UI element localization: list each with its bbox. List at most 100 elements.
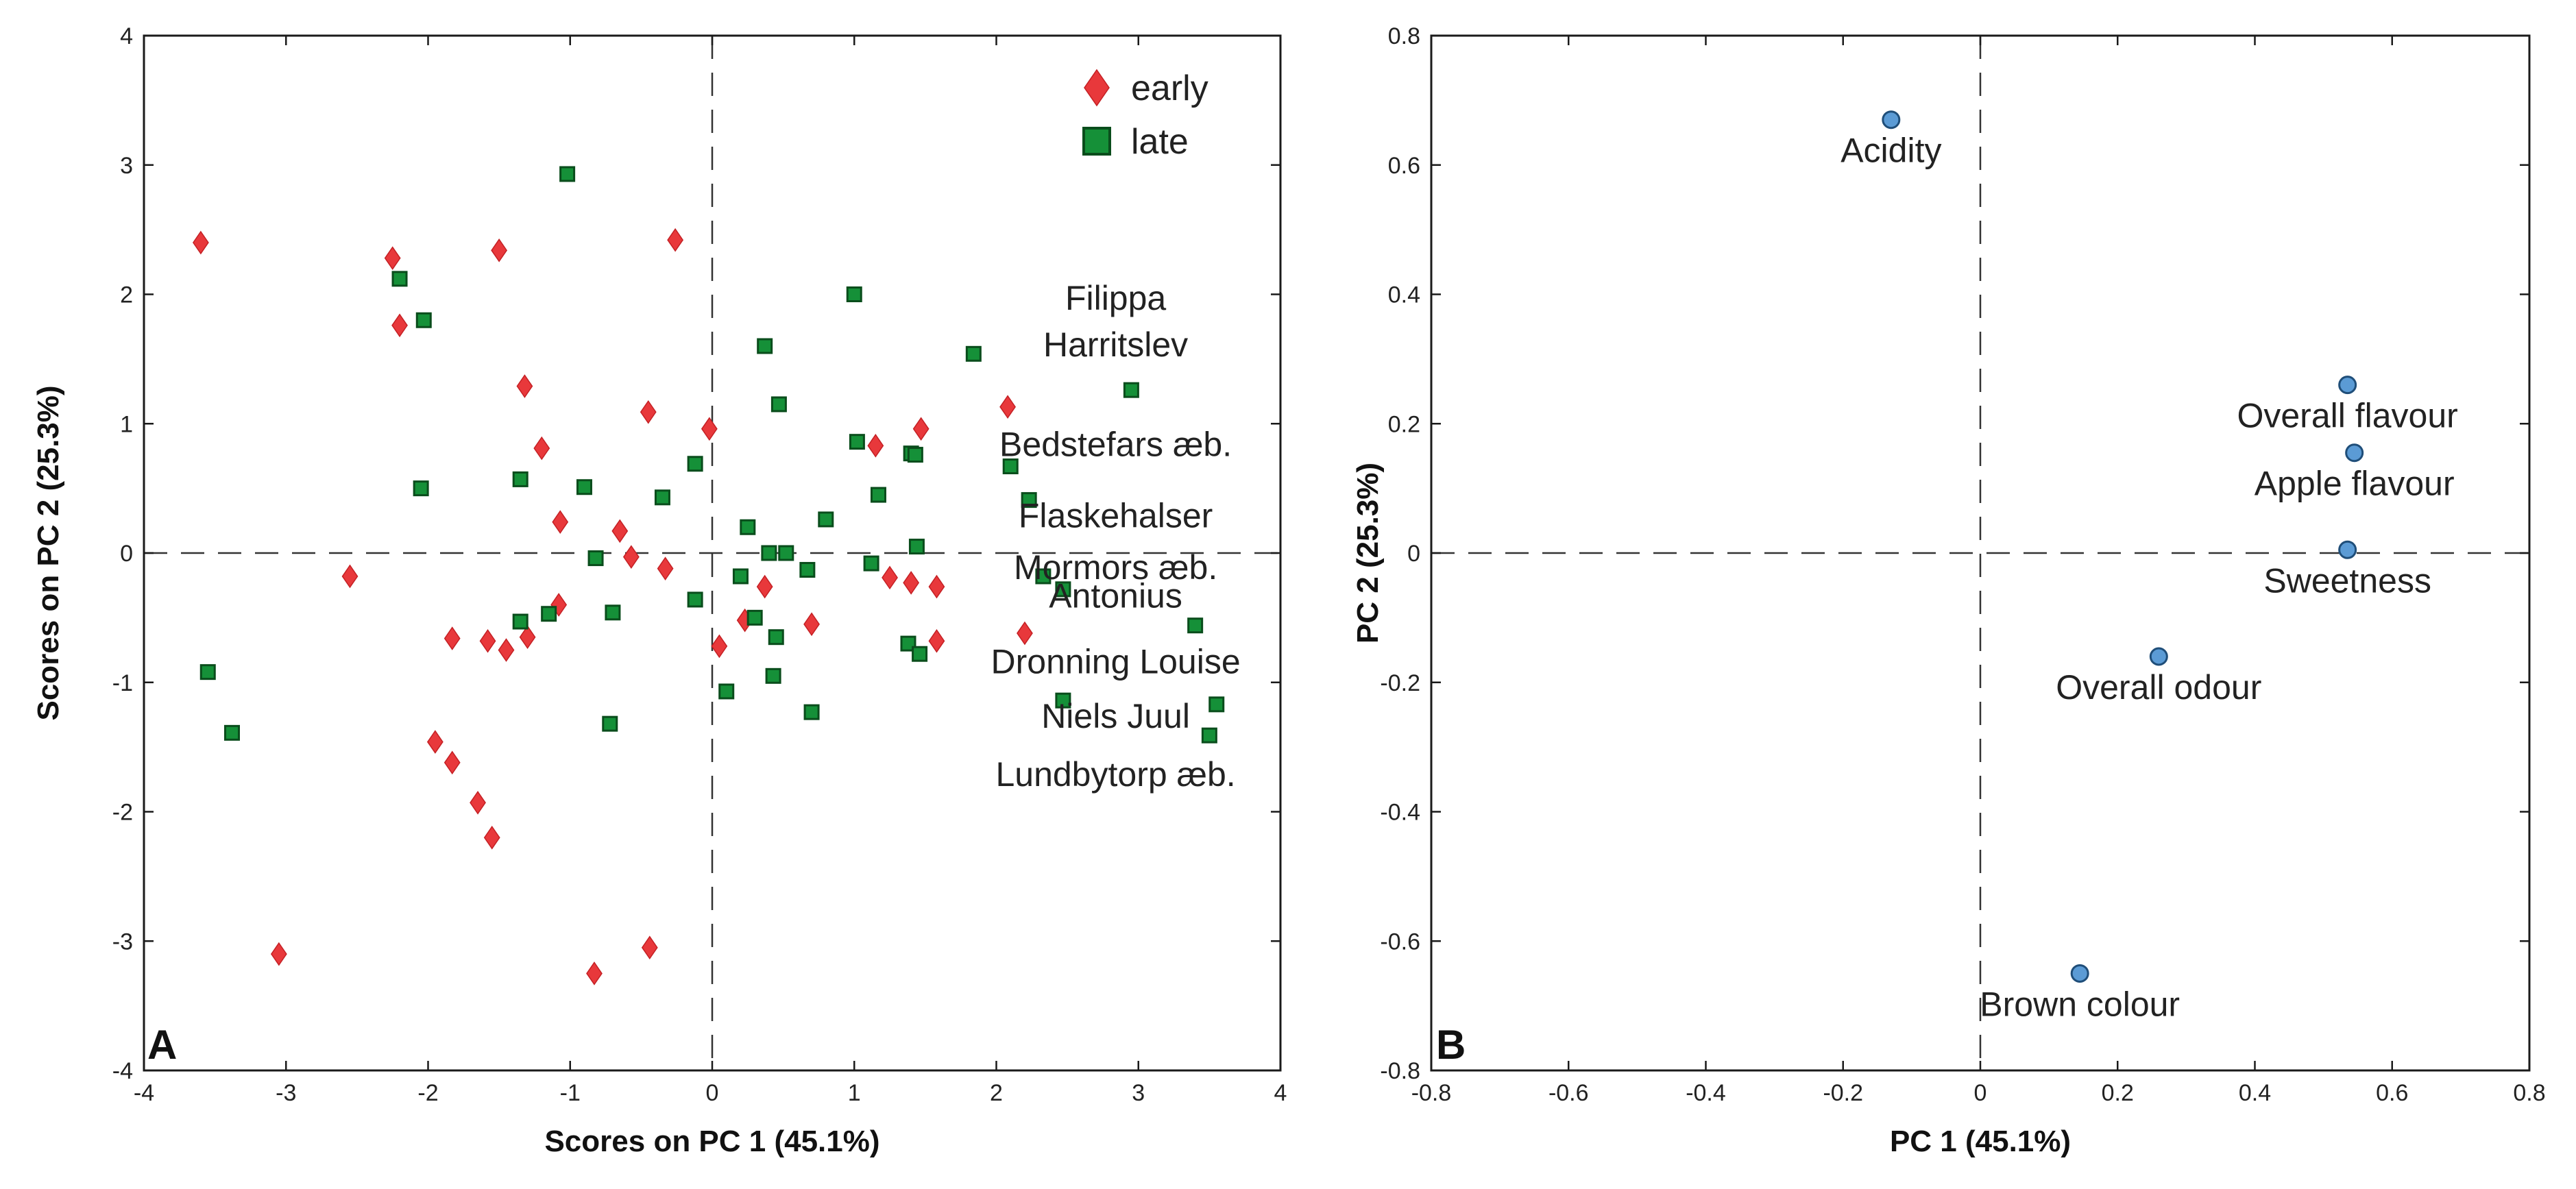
panel-a-x-tick-label: 2: [990, 1080, 1003, 1106]
data-point-late: [761, 545, 777, 561]
data-point-early: [516, 374, 533, 398]
panel-b-y-tick-label: 0.2: [1388, 411, 1420, 437]
panel-b-x-tick-label: -0.2: [1823, 1080, 1863, 1106]
data-point-late: [512, 613, 528, 630]
data-point-early: [611, 519, 629, 543]
data-point-early: [483, 825, 500, 850]
data-point-late: [415, 312, 432, 328]
panel-a-annotation: Mormors æb.: [1014, 548, 1217, 587]
data-point-late: [846, 286, 862, 302]
panel-b-letter: B: [1436, 1022, 1466, 1068]
data-point-early: [384, 246, 401, 270]
panel-b-y-tick-label: -0.4: [1380, 800, 1420, 826]
data-point-early: [803, 612, 820, 637]
panel-b-y-tick-label: 0.6: [1388, 153, 1420, 179]
data-point-late: [799, 562, 816, 578]
data-point-late: [912, 646, 928, 662]
panel-a-y-tick-label: 0: [120, 541, 133, 567]
data-point-early: [867, 434, 884, 458]
loading-label: Sweetness: [2263, 561, 2431, 600]
loading-label: Overall odour: [2056, 668, 2261, 707]
data-point-early: [491, 238, 508, 262]
loading-label: Acidity: [1840, 132, 1941, 170]
panel-b-x-tick-label: -0.6: [1548, 1080, 1589, 1106]
data-point-early: [498, 638, 515, 662]
data-point-late: [223, 724, 240, 741]
loading-point: [2070, 964, 2089, 983]
data-point-late: [803, 704, 820, 720]
data-point-late: [900, 635, 916, 652]
data-point-late: [1035, 568, 1052, 585]
panel-b-y-tick-label: -0.8: [1380, 1058, 1420, 1084]
data-point-early: [552, 510, 569, 535]
panel-a-y-tick-label: 4: [120, 23, 133, 49]
data-point-early: [470, 790, 486, 815]
panel-a-y-tick-label: 2: [120, 282, 133, 308]
panel-a-x-tick-label: 4: [1274, 1080, 1287, 1106]
panel-a-y-tick-label: -3: [112, 929, 133, 955]
panel-a-x-tick-label: 1: [848, 1080, 861, 1106]
data-point-late: [391, 271, 408, 287]
panel-a-x-tick-label: -2: [417, 1080, 438, 1106]
loading-point: [2338, 376, 2357, 395]
data-point-late: [746, 609, 763, 626]
data-point-early: [701, 417, 718, 441]
panel-b-x-tick-label: -0.8: [1411, 1080, 1452, 1106]
data-point-late: [587, 550, 604, 567]
data-point-late: [602, 715, 618, 732]
data-point-late: [413, 480, 429, 497]
panel-b-x-tick-label: 0.4: [2239, 1080, 2271, 1106]
data-point-late: [654, 489, 670, 506]
data-point-early: [270, 942, 287, 966]
panel-a-annotation: Harritslev: [1043, 326, 1188, 364]
data-point-late: [718, 683, 735, 700]
data-point-late: [732, 568, 749, 585]
panel-a-x-tick-label: 0: [706, 1080, 719, 1106]
data-point-late: [757, 338, 773, 354]
data-point-early: [1017, 621, 1033, 646]
data-point-early: [519, 625, 536, 650]
data-point-late: [863, 555, 879, 572]
data-point-early: [711, 634, 728, 659]
panel-a-y-tick-label: -2: [112, 800, 133, 826]
loading-label: Overall flavour: [2237, 397, 2457, 435]
panel-b-y-tick-label: -0.6: [1380, 929, 1420, 955]
data-point-late: [870, 487, 886, 503]
data-point-late: [687, 456, 703, 472]
data-point-early: [756, 574, 773, 599]
data-point-late: [908, 539, 925, 555]
panel-b-x-tick-label: 0.6: [2376, 1080, 2408, 1106]
panel-a-annotation: Lundbytorp æb.: [995, 755, 1235, 794]
data-point-early: [912, 417, 929, 441]
loading-label: Brown colour: [1980, 985, 2180, 1023]
data-point-late: [687, 591, 703, 608]
panel-a-y-tick-label: -1: [112, 670, 133, 696]
data-point-late: [965, 345, 982, 362]
panel-b-y-tick-label: -0.2: [1380, 670, 1420, 696]
data-point-late: [199, 664, 216, 681]
panel-a-annotation: Flaskehalser: [1019, 496, 1213, 535]
data-point-early: [657, 556, 674, 580]
loading-point: [2149, 647, 2168, 666]
data-point-early: [882, 565, 898, 590]
data-point-late: [907, 447, 923, 463]
data-point-late: [1002, 458, 1019, 475]
data-point-late: [1123, 382, 1139, 398]
loading-point: [2338, 540, 2357, 559]
data-point-early: [999, 395, 1016, 419]
data-point-early: [443, 750, 461, 775]
data-point-early: [928, 574, 945, 599]
data-point-late: [770, 396, 787, 413]
panel-a-annotation: Dronning Louise: [991, 643, 1241, 681]
panel-a-x-tick-label: -1: [560, 1080, 581, 1106]
panel-a-y-tick-label: -4: [112, 1058, 133, 1084]
legend-label-early: early: [1131, 69, 1208, 108]
panel-a-y-tick-label: 1: [120, 411, 133, 437]
panel-a-x-tick-label: -4: [134, 1080, 154, 1106]
panel-a-annotation: Filippa: [1065, 279, 1166, 317]
loading-point: [2345, 443, 2364, 463]
data-point-late: [768, 629, 784, 646]
data-point-early: [586, 961, 603, 985]
data-point-early: [426, 730, 443, 754]
